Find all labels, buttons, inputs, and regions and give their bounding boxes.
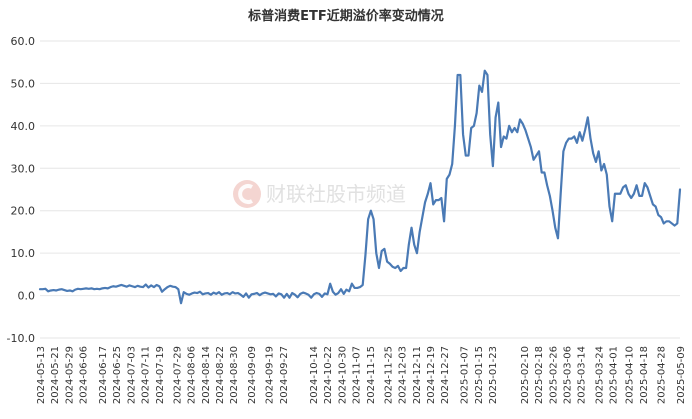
x-tick-label: 2024-11-25 <box>383 346 394 404</box>
watermark-text: 财联社股市频道 <box>266 182 406 206</box>
y-tick-label: 30.0 <box>11 162 36 175</box>
x-tick-label: 2025-04-28 <box>656 346 667 404</box>
y-tick-label: 20.0 <box>11 205 36 218</box>
cailian-logo-icon <box>233 180 261 208</box>
y-tick-label: 50.0 <box>11 77 36 90</box>
x-tick-label: 2024-12-19 <box>426 346 437 404</box>
y-tick-label: -10.0 <box>7 332 35 345</box>
x-tick-label: 2024-06-25 <box>112 346 123 404</box>
x-tick-label: 2024-11-07 <box>352 346 363 404</box>
x-tick-label: 2025-01-07 <box>460 346 471 404</box>
x-tick-label: 2024-05-29 <box>64 346 75 404</box>
x-tick-label: 2025-03-24 <box>594 346 605 404</box>
x-tick-label: 2024-12-11 <box>412 346 423 404</box>
x-tick-label: 2024-10-14 <box>309 346 320 404</box>
x-tick-label: 2024-06-17 <box>98 346 109 404</box>
x-tick-label: 2025-02-10 <box>520 346 531 404</box>
x-tick-label: 2025-03-06 <box>563 346 574 404</box>
x-tick-label: 2024-07-03 <box>126 346 137 404</box>
x-tick-label: 2024-07-19 <box>155 346 166 404</box>
watermark: 财联社股市频道 <box>233 180 406 208</box>
x-tick-label: 2024-07-11 <box>141 346 152 404</box>
x-tick-label: 2025-03-14 <box>577 346 588 404</box>
x-tick-label: 2024-08-06 <box>187 346 198 404</box>
x-tick-label: 2024-11-15 <box>366 346 377 404</box>
y-tick-label: 60.0 <box>11 35 36 48</box>
chart-title: 标普消费ETF近期溢价率变动情况 <box>247 8 444 24</box>
y-tick-label: 10.0 <box>11 247 36 260</box>
x-tick-label: 2025-04-01 <box>609 346 620 404</box>
x-tick-label: 2024-05-21 <box>50 346 61 404</box>
x-tick-label: 2025-04-10 <box>625 346 636 404</box>
y-tick-label: 0.0 <box>18 290 36 303</box>
x-tick-label: 2024-07-29 <box>173 346 184 404</box>
x-tick-label: 2025-02-18 <box>534 346 545 404</box>
x-tick-label: 2024-08-22 <box>215 346 226 404</box>
x-tick-label: 2024-10-22 <box>323 346 334 404</box>
y-tick-label: 40.0 <box>11 120 36 133</box>
x-tick-label: 2024-12-03 <box>398 346 409 404</box>
x-tick-label: 2024-09-09 <box>247 346 258 404</box>
x-tick-label: 2025-01-15 <box>474 346 485 404</box>
series-line <box>38 69 682 305</box>
x-tick-label: 2025-01-23 <box>488 346 499 404</box>
x-tick-label: 2024-08-14 <box>201 346 212 404</box>
x-tick-label: 2024-12-27 <box>440 346 451 404</box>
x-tick-label: 2024-06-06 <box>79 346 90 404</box>
x-tick-label: 2024-05-13 <box>36 346 47 404</box>
gridlines <box>40 40 680 339</box>
x-axis-tick-labels: 2024-05-13 2024-05-21 2024-05-29 2024-06-06… <box>36 346 687 404</box>
y-axis-tick-labels: -10.0 0.0 10.0 20.0 30.0 40.0 50.0 60.0 <box>7 35 35 345</box>
x-tick-label: 2025-05-09 <box>676 346 687 404</box>
x-tick-label: 2025-02-26 <box>548 346 559 404</box>
x-tick-label: 2024-09-19 <box>265 346 276 404</box>
x-tick-label: 2024-09-27 <box>279 346 290 404</box>
x-tick-label: 2025-04-18 <box>639 346 650 404</box>
x-tick-label: 2024-10-30 <box>337 346 348 404</box>
x-tick-label: 2024-08-30 <box>229 346 240 404</box>
